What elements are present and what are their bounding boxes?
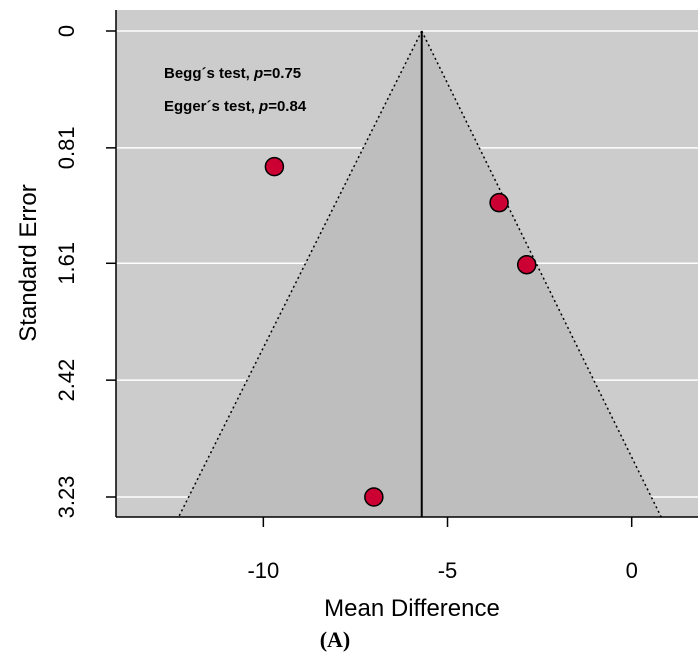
y-tick-label-2: 1.61 [54, 242, 79, 285]
x-tick-label-0: -10 [247, 558, 279, 583]
y-tick-label-0: 0 [54, 25, 79, 37]
y-tick-label-1: 0.81 [54, 126, 79, 169]
y-tick-label-3: 2.42 [54, 359, 79, 402]
x-tick-label-2: 0 [626, 558, 638, 583]
annotation-egger: Egger´s test, p=0.84 [164, 98, 307, 115]
y-axis-ticks: 0 0.81 1.61 2.42 3.23 [54, 25, 116, 519]
x-axis-title: Mean Difference [324, 595, 500, 622]
data-point-1 [489, 192, 509, 213]
annotation-begg: Begg´s test, p=0.75 [164, 65, 301, 82]
funnel-right-boundary [421, 30, 662, 518]
data-point-0 [264, 156, 285, 177]
data-points [264, 156, 537, 507]
x-tick-label-1: -5 [438, 558, 458, 583]
y-tick-label-4: 3.23 [54, 476, 79, 519]
x-axis-ticks: -10 -5 0 [247, 517, 638, 583]
y-axis-title: Standard Error [15, 184, 42, 341]
panel-label: (A) [320, 627, 351, 652]
funnel-left-boundary [177, 30, 423, 518]
data-point-2 [516, 254, 537, 275]
funnel-triangle [178, 31, 662, 517]
data-point-3 [364, 487, 384, 507]
